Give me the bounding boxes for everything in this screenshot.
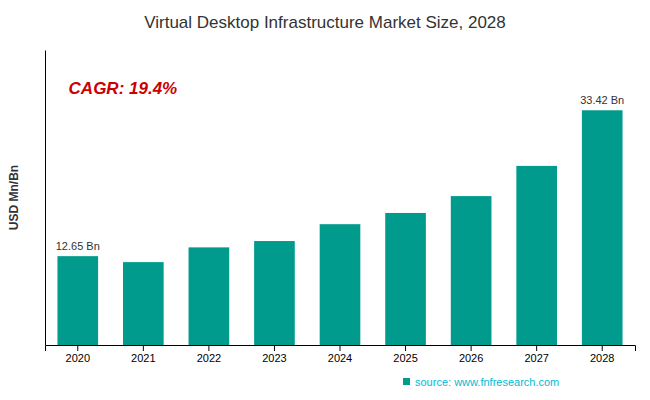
x-tick-label: 2024 [328,352,352,364]
chart: Virtual Desktop Infrastructure Market Si… [0,0,650,400]
x-tick-label: 2020 [66,352,90,364]
x-tick-mark [77,345,78,351]
bar [254,241,295,345]
x-tick: 2027 [524,345,548,364]
x-tick: 2020 [66,345,90,364]
source: source: www.fnfresearch.com [415,376,559,388]
source-marker [403,378,410,385]
plot: 2020 2021 2022 2023 2024 2025 2026 2027 2028 12.6… [46,51,636,364]
bar [451,196,492,345]
x-tick-label: 2021 [131,352,155,364]
x-tick-mark [274,345,275,351]
title: Virtual Desktop Infrastructure Market Si… [144,13,506,32]
x-tick: 2022 [197,345,221,364]
x-tick-mark [405,345,406,351]
x-tick: 2024 [328,345,352,364]
x-tick-label: 2023 [262,352,286,364]
y-axis-line [45,51,46,346]
x-tick: 2026 [459,345,483,364]
annotation: CAGR: 19.4% [69,79,178,98]
x-tick-label: 2022 [197,352,221,364]
x-tick-label: 2026 [459,352,483,364]
bar [516,166,557,345]
x-tick-label: 2027 [524,352,548,364]
y-axis [45,51,46,346]
data-label: 33.42 Bn [580,94,624,106]
x-tick: 2021 [131,345,155,364]
x-axis: 2020 2021 2022 2023 2024 2025 2026 2027 2028 [46,345,636,364]
y-axis-label: USD Mn/Bn [7,165,21,230]
x-tick-label: 2028 [590,352,614,364]
bar [57,256,98,345]
bar [123,262,164,345]
data-labels: 12.65 Bn 33.42 Bn [56,94,624,252]
x-tick-mark [340,345,341,351]
x-tick: 2023 [262,345,286,364]
x-tick-mark [143,345,144,351]
bar [385,213,426,345]
x-tick-mark [471,345,472,351]
bar [582,110,623,345]
bar [189,247,230,345]
x-tick-mark [536,345,537,351]
data-label: 12.65 Bn [56,240,100,252]
x-tick: 2028 [590,345,614,364]
bars [57,110,622,345]
x-tick-mark [208,345,209,351]
x-axis-line [46,346,636,352]
x-tick: 2025 [393,345,417,364]
x-tick-label: 2025 [393,352,417,364]
bar [320,224,361,345]
x-tick-mark [602,345,603,351]
